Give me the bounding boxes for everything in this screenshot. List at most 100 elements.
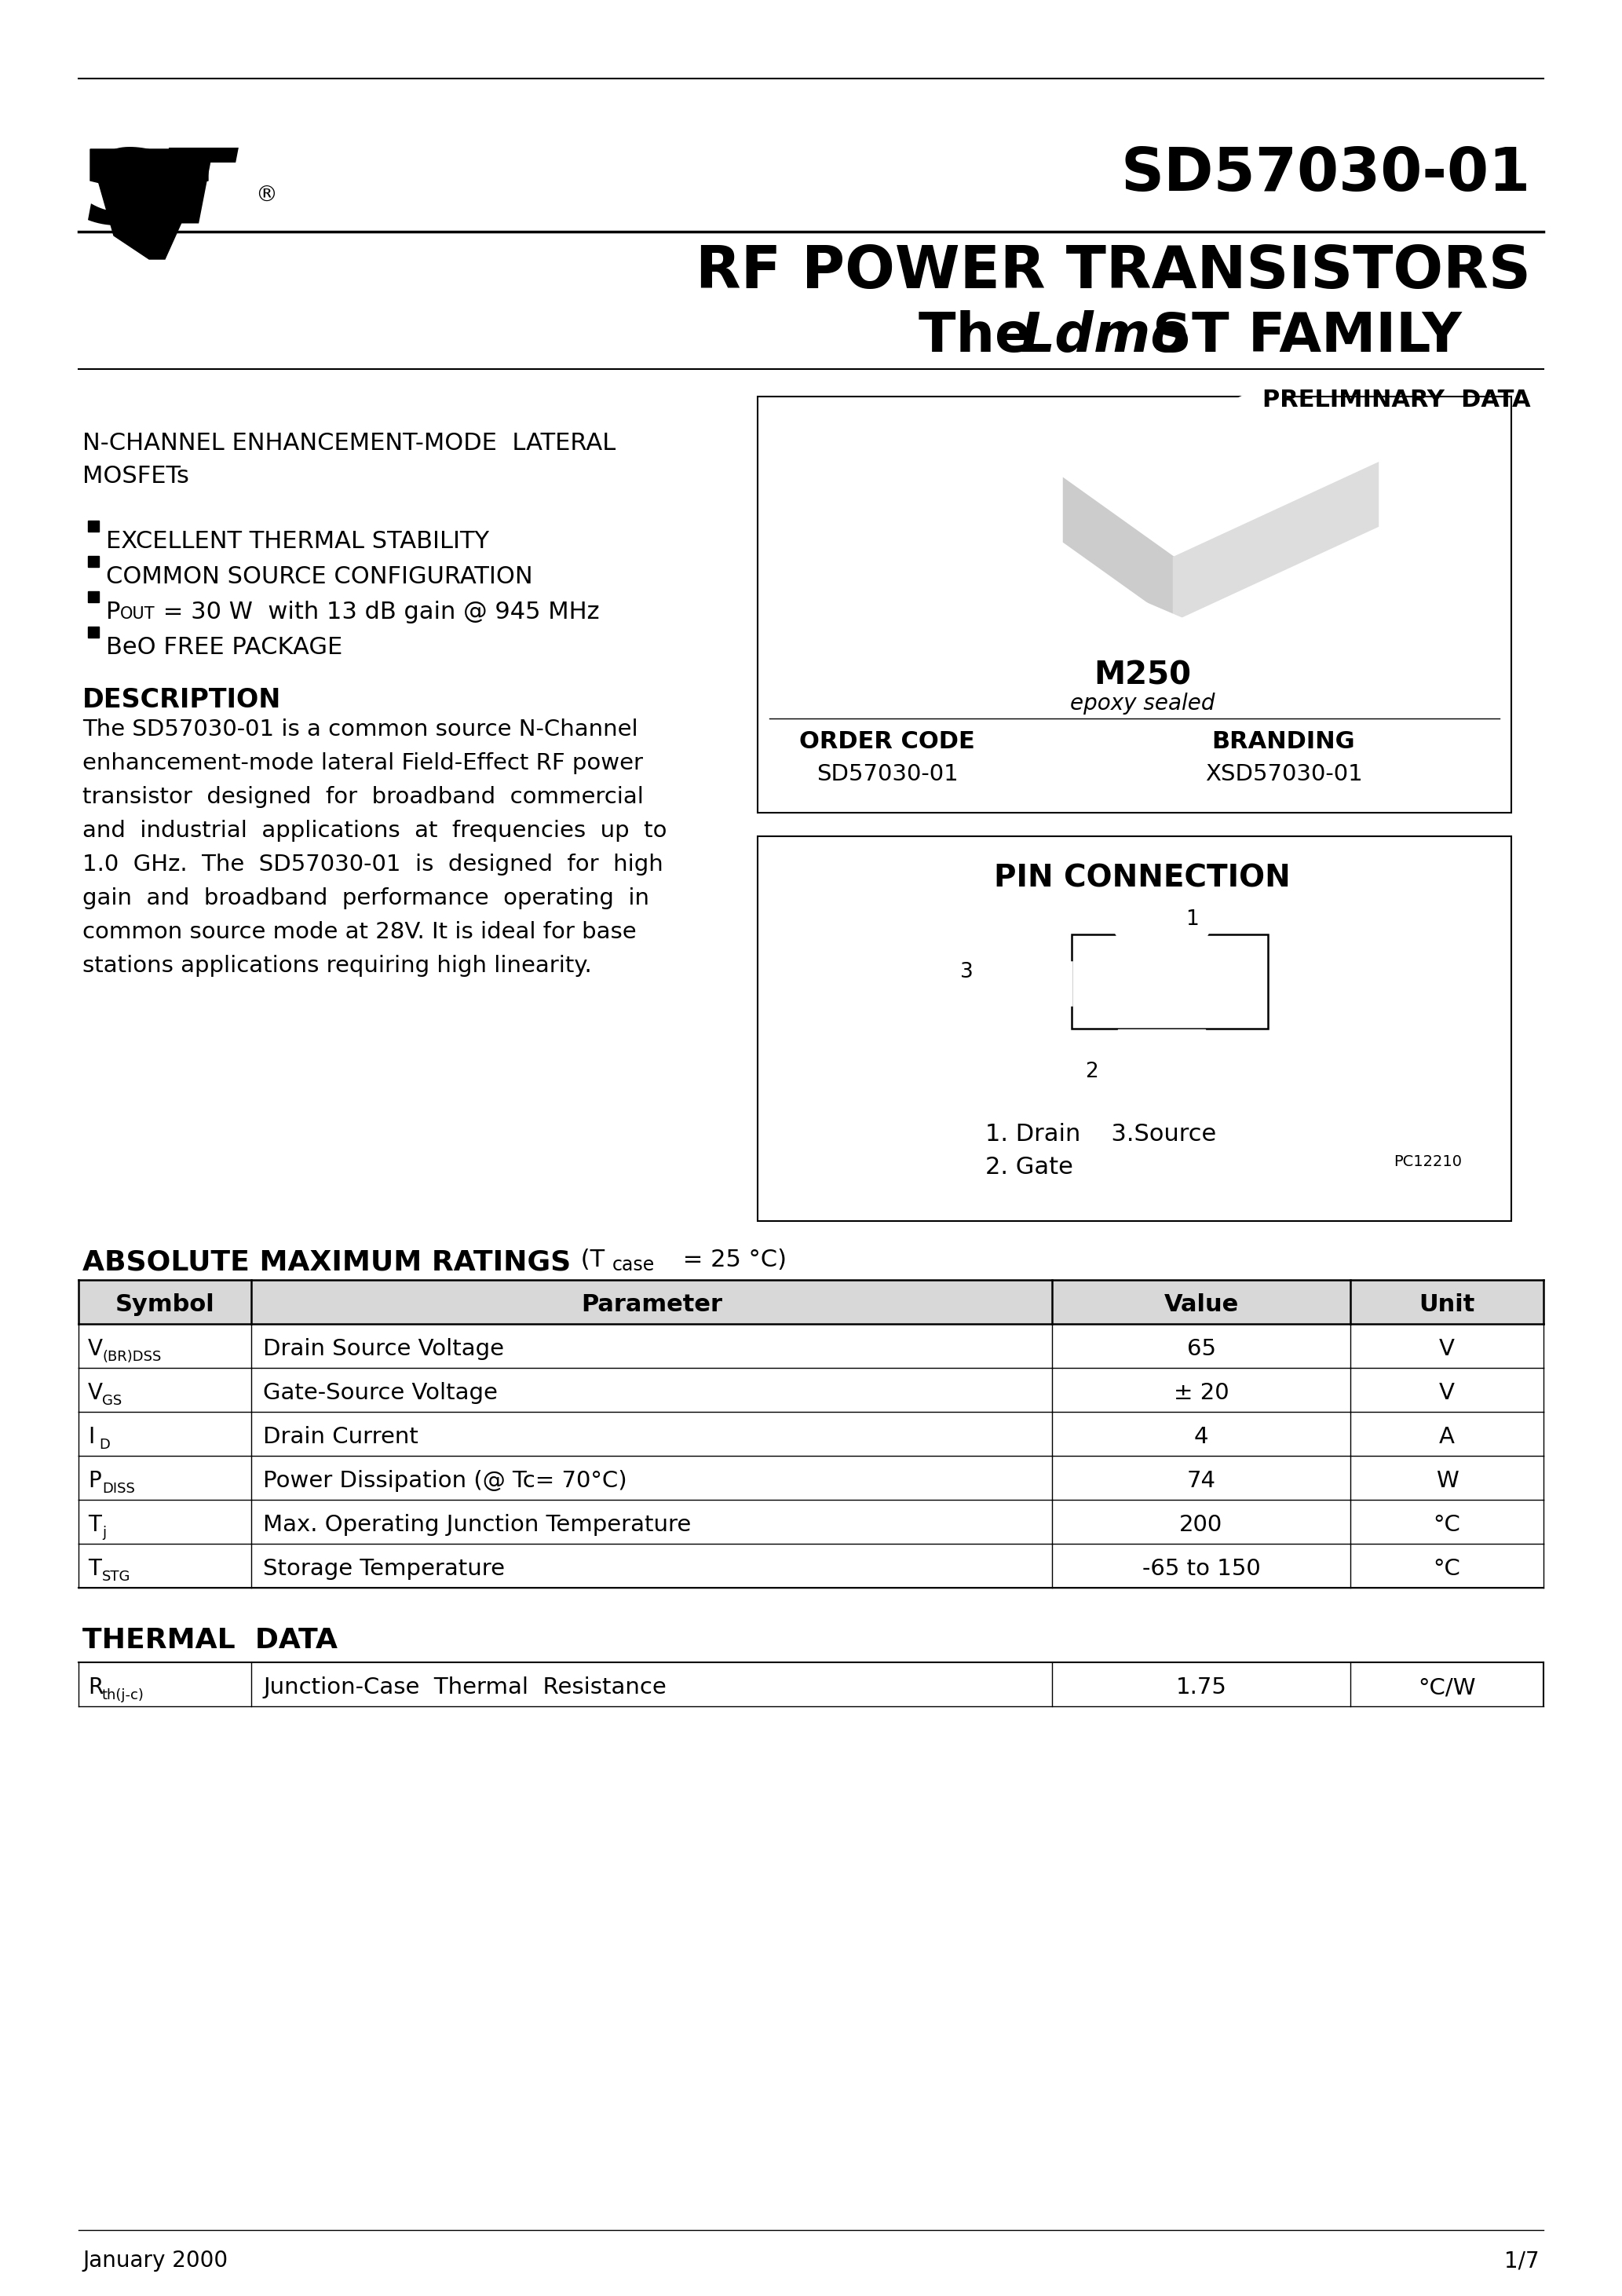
Polygon shape [1095,581,1205,670]
Text: 74: 74 [1187,1469,1216,1492]
Polygon shape [1103,1031,1221,1058]
Text: = 30 W  with 13 dB gain @ 945 MHz: = 30 W with 13 dB gain @ 945 MHz [156,602,600,625]
Text: A: A [1439,1426,1455,1449]
Text: °C/W: °C/W [1418,1676,1476,1699]
Text: I: I [88,1426,94,1449]
Text: °C: °C [1434,1513,1461,1536]
Text: case: case [613,1256,655,1274]
Text: 65: 65 [1187,1339,1216,1359]
Text: DISS: DISS [102,1481,135,1497]
Text: epoxy sealed: epoxy sealed [1071,693,1215,714]
Text: Max. Operating Junction Temperature: Max. Operating Junction Temperature [263,1513,691,1536]
Text: °C: °C [1434,1559,1461,1580]
Text: SD57030-01: SD57030-01 [1121,145,1531,204]
Text: BeO FREE PACKAGE: BeO FREE PACKAGE [105,636,342,659]
Polygon shape [978,962,1072,1006]
Text: The: The [918,310,1051,363]
Text: T: T [88,1513,101,1536]
Text: MOSFETs: MOSFETs [83,464,190,487]
Text: R: R [88,1676,104,1699]
Bar [88,627,99,638]
Polygon shape [91,149,208,195]
Text: P: P [88,1469,101,1492]
Text: ST: ST [86,145,232,246]
Bar [78,1279,1544,1325]
Text: STG: STG [102,1570,131,1584]
Polygon shape [99,181,200,259]
Text: RF POWER TRANSISTORS: RF POWER TRANSISTORS [696,243,1531,301]
Text: V: V [88,1382,102,1403]
Text: transistor  designed  for  broadband  commercial: transistor designed for broadband commer… [83,785,644,808]
Bar [88,556,99,567]
Text: Symbol: Symbol [115,1293,214,1316]
Text: j: j [102,1527,105,1541]
Text: 1.0  GHz.  The  SD57030-01  is  designed  for  high: 1.0 GHz. The SD57030-01 is designed for … [83,854,663,875]
Text: Gate-Source Voltage: Gate-Source Voltage [263,1382,498,1403]
Text: 1: 1 [1186,909,1199,930]
Text: (BR)DSS: (BR)DSS [102,1350,161,1364]
Text: PRELIMINARY  DATA: PRELIMINARY DATA [1262,388,1531,411]
Text: Ldmo: Ldmo [1020,310,1189,363]
Text: SD57030-01: SD57030-01 [816,762,959,785]
Polygon shape [1103,912,1221,939]
Text: Storage Temperature: Storage Temperature [263,1559,504,1580]
Text: 2. Gate: 2. Gate [985,1155,1074,1178]
Text: ORDER CODE: ORDER CODE [800,730,975,753]
Text: Unit: Unit [1419,1293,1474,1316]
Text: common source mode at 28V. It is ideal for base: common source mode at 28V. It is ideal f… [83,921,636,944]
Text: and  industrial  applications  at  frequencies  up  to: and industrial applications at frequenci… [83,820,667,843]
Text: -65 to 150: -65 to 150 [1142,1559,1260,1580]
Text: THERMAL  DATA: THERMAL DATA [83,1628,337,1653]
Text: PIN CONNECTION: PIN CONNECTION [994,863,1291,893]
Text: gain  and  broadband  performance  operating  in: gain and broadband performance operating… [83,886,649,909]
Text: 3: 3 [960,962,973,983]
Text: D: D [99,1437,110,1451]
Text: XSD57030-01: XSD57030-01 [1205,762,1362,785]
Text: Parameter: Parameter [581,1293,722,1316]
Text: V: V [1439,1339,1455,1359]
Polygon shape [1064,480,1174,620]
Text: Power Dissipation (@ Tc= 70°C): Power Dissipation (@ Tc= 70°C) [263,1469,628,1492]
Text: BRANDING: BRANDING [1212,730,1356,753]
Text: OUT: OUT [120,606,156,622]
Text: EXCELLENT THERMAL STABILITY: EXCELLENT THERMAL STABILITY [105,530,490,553]
Text: V: V [88,1339,102,1359]
Text: ABSOLUTE MAXIMUM RATINGS: ABSOLUTE MAXIMUM RATINGS [83,1249,571,1274]
Text: Drain Current: Drain Current [263,1426,418,1449]
Bar [757,836,1512,1221]
Text: 1. Drain    3.Source: 1. Drain 3.Source [985,1123,1216,1146]
Text: GS: GS [102,1394,122,1407]
Text: th(j-c): th(j-c) [102,1688,144,1701]
Polygon shape [1158,416,1324,526]
Text: January 2000: January 2000 [83,2250,227,2271]
Text: M250: M250 [1093,659,1191,691]
Text: PC12210: PC12210 [1393,1155,1461,1169]
Text: 1.75: 1.75 [1176,1676,1226,1699]
Bar [88,521,99,533]
Text: N-CHANNEL ENHANCEMENT-MODE  LATERAL: N-CHANNEL ENHANCEMENT-MODE LATERAL [83,432,616,455]
Text: The SD57030-01 is a common source N-Channel: The SD57030-01 is a common source N-Chan… [83,719,637,742]
Text: Drain Source Voltage: Drain Source Voltage [263,1339,504,1359]
Text: 4: 4 [1194,1426,1208,1449]
Text: DESCRIPTION: DESCRIPTION [83,687,281,714]
Bar [88,592,99,602]
Text: COMMON SOURCE CONFIGURATION: COMMON SOURCE CONFIGURATION [105,565,532,588]
Text: ®: ® [255,184,277,207]
Text: 200: 200 [1179,1513,1223,1536]
Text: = 25 °C): = 25 °C) [675,1249,787,1272]
Polygon shape [1064,386,1377,558]
Bar [757,397,1512,813]
Text: (T: (T [573,1249,605,1272]
Text: W: W [1435,1469,1458,1492]
Text: Junction-Case  Thermal  Resistance: Junction-Case Thermal Resistance [263,1676,667,1699]
Text: Value: Value [1165,1293,1239,1316]
Text: stations applications requiring high linearity.: stations applications requiring high lin… [83,955,592,976]
Text: ± 20: ± 20 [1173,1382,1229,1403]
Text: T: T [88,1559,101,1580]
Text: ST FAMILY: ST FAMILY [1153,310,1461,363]
Text: P: P [105,602,120,625]
Bar [1072,934,1268,1029]
Text: enhancement-mode lateral Field-Effect RF power: enhancement-mode lateral Field-Effect RF… [83,753,642,774]
Text: 1/7: 1/7 [1505,2250,1539,2271]
Text: V: V [1439,1382,1455,1403]
